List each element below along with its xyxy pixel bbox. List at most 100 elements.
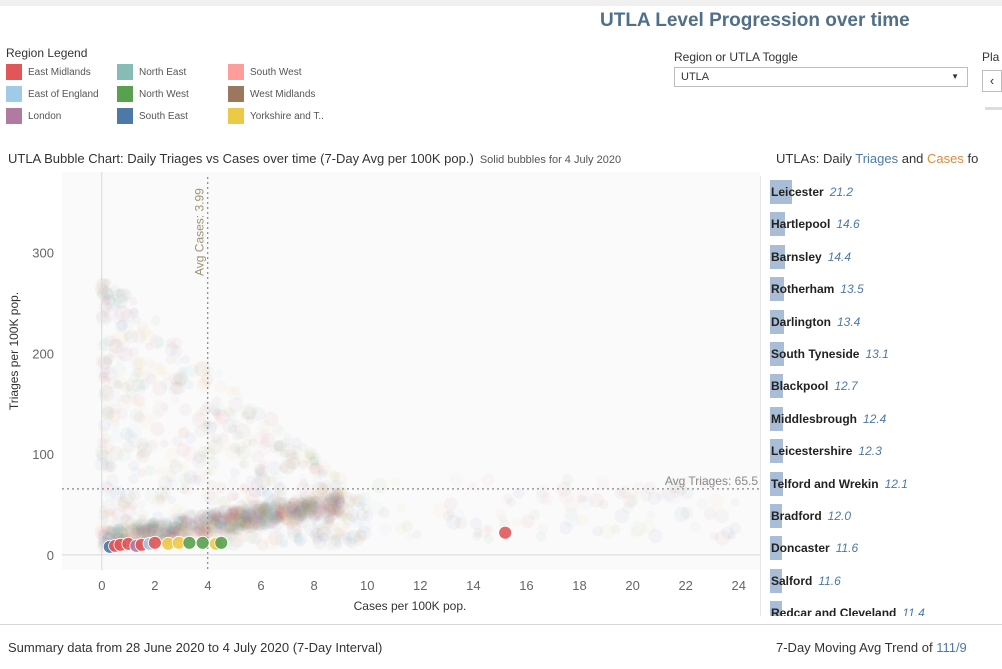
historical-bubble (273, 527, 286, 540)
utla-bar-row[interactable]: Telford and Wrekin 12.1 (767, 468, 1002, 500)
historical-bubble (128, 489, 141, 502)
historical-bubble (215, 511, 224, 520)
historical-bubble (179, 520, 188, 530)
historical-bubble (265, 508, 276, 520)
historical-bubble (346, 529, 361, 545)
historical-bubble (229, 507, 238, 516)
historical-bubble (442, 510, 454, 522)
historical-bubble (230, 385, 242, 397)
historical-bubble (108, 446, 124, 462)
historical-bubble (216, 520, 231, 535)
utla-bar-list[interactable]: Leicester 21.2 Hartlepool 14.6 Barnsley 14.4 R… (767, 176, 1002, 616)
historical-bubble (230, 510, 241, 521)
historical-bubble (146, 522, 158, 533)
utla-bar-row[interactable]: Hartlepool 14.6 (767, 208, 1002, 240)
historical-bubble (274, 497, 286, 509)
historical-bubble (259, 512, 268, 521)
historical-bubble (156, 525, 169, 538)
historical-bubble (263, 501, 278, 517)
historical-bubble (207, 513, 217, 523)
historical-bubble (324, 503, 334, 513)
region-utla-toggle-dropdown[interactable]: UTLA ▼ (674, 67, 968, 87)
utla-bar-row[interactable]: South Tyneside 13.1 (767, 338, 1002, 370)
utla-bar (770, 212, 786, 237)
utla-bar-row[interactable]: Middlesbrough 12.4 (767, 403, 1002, 435)
historical-bubble (247, 530, 263, 545)
historical-bubble (289, 494, 305, 510)
utla-bar-row[interactable]: Rotherham 13.5 (767, 273, 1002, 305)
historical-bubble (327, 495, 340, 508)
historical-bubble (129, 357, 143, 371)
historical-bubble (135, 524, 152, 541)
historical-bubble (227, 515, 237, 525)
historical-bubble (258, 501, 273, 516)
historical-bubble (333, 471, 348, 486)
historical-bubble (240, 506, 257, 523)
utla-name-text: Blackpool (771, 379, 829, 394)
historical-bubble (137, 526, 152, 541)
historical-bubble (302, 497, 317, 512)
utla-bar-row[interactable]: Salford 11.6 (767, 565, 1002, 597)
utla-bar-row[interactable]: Bradford 12.0 (767, 500, 1002, 532)
historical-bubble (309, 452, 322, 466)
solid-bubble[interactable] (147, 535, 162, 550)
historical-bubble (153, 519, 168, 534)
historical-bubble (221, 441, 232, 452)
historical-bubble (255, 514, 272, 530)
historical-bubble (218, 495, 232, 508)
historical-bubble (174, 515, 183, 525)
historical-bubble (191, 512, 208, 529)
historical-bubble (114, 526, 124, 537)
utla-bar-row[interactable]: Blackpool 12.7 (767, 370, 1002, 402)
historical-bubble (259, 510, 271, 522)
utla-bar-row[interactable]: Leicestershire 12.3 (767, 435, 1002, 467)
historical-bubble (265, 475, 277, 487)
utla-bar-row[interactable]: Leicester 21.2 (767, 176, 1002, 208)
solid-bubble[interactable] (195, 535, 210, 550)
historical-bubble (564, 507, 578, 521)
solid-bubble[interactable] (182, 535, 197, 550)
solid-bubble[interactable] (498, 525, 513, 540)
historical-bubble (326, 487, 340, 502)
historical-bubble (293, 494, 307, 508)
historical-bubble (319, 495, 329, 506)
play-slider-track[interactable] (985, 107, 1002, 110)
historical-bubble (254, 468, 268, 483)
utla-bar-row[interactable]: Doncaster 11.6 (767, 532, 1002, 564)
historical-bubble (175, 516, 189, 531)
legend-swatch (6, 64, 22, 80)
utla-bar-row[interactable]: Barnsley 14.4 (767, 241, 1002, 273)
historical-bubble (126, 524, 138, 536)
historical-bubble (293, 532, 308, 547)
historical-bubble (241, 506, 256, 521)
utla-bar (770, 568, 783, 593)
historical-bubble (262, 515, 277, 529)
historical-bubble (169, 515, 185, 530)
historical-bubble (254, 431, 269, 445)
utla-bar-row[interactable]: Redcar and Cleveland 11.4 (767, 597, 1002, 616)
historical-bubble (319, 482, 333, 497)
historical-bubble (272, 424, 286, 438)
solid-bubble[interactable] (214, 535, 229, 550)
historical-bubble (180, 516, 195, 531)
historical-bubble (307, 490, 322, 505)
historical-bubble (254, 508, 266, 521)
bar-title-triages: Triages (855, 151, 899, 166)
historical-bubble (322, 502, 338, 518)
historical-bubble (343, 491, 354, 502)
historical-bubble (289, 508, 300, 519)
utla-bar-row[interactable]: Darlington 13.4 (767, 306, 1002, 338)
historical-bubble (252, 520, 261, 529)
historical-bubble (137, 468, 147, 478)
historical-bubble (232, 522, 241, 531)
historical-bubble (224, 516, 233, 525)
region-legend: East Midlands East of England London North … (6, 64, 346, 126)
historical-bubble (252, 503, 265, 517)
play-back-button[interactable]: ‹ (982, 70, 1002, 92)
historical-bubble (244, 530, 258, 544)
historical-bubble (214, 510, 230, 525)
historical-bubble (102, 481, 114, 493)
historical-bubble (176, 515, 188, 527)
historical-bubble (288, 509, 304, 525)
